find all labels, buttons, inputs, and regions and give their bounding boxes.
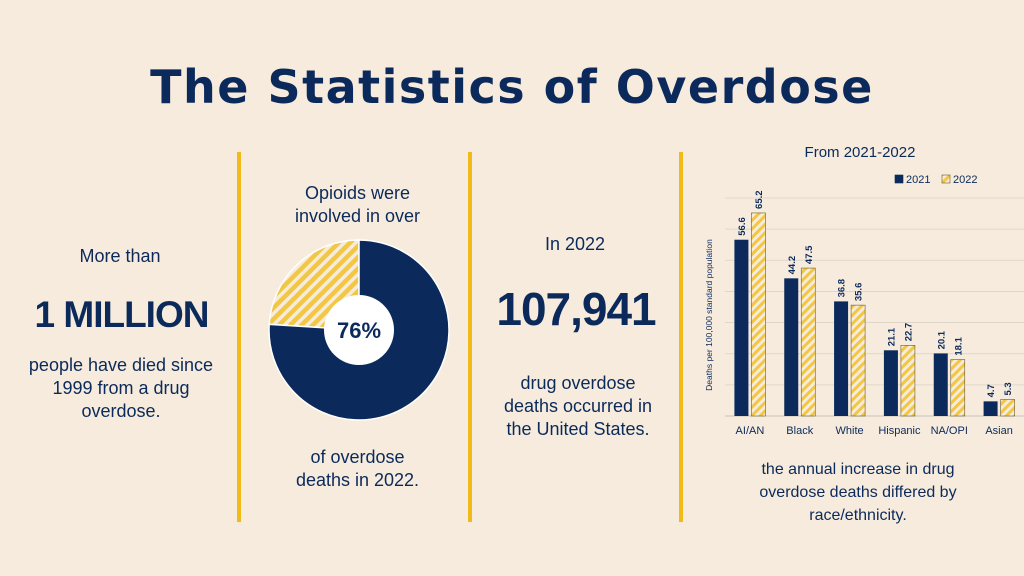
bar-value-label: 20.1	[936, 330, 947, 349]
bar-value-label: 36.8	[837, 279, 848, 298]
page-title: The Statistics of Overdose	[150, 60, 874, 114]
bar-value-label: 18.1	[953, 336, 964, 355]
col3-description: drug overdose deaths occurred in the Uni…	[478, 372, 678, 441]
bar-value-label: 5.3	[1003, 382, 1014, 395]
col1-desc-line: overdose.	[81, 401, 161, 421]
bar-value-label: 22.7	[903, 323, 914, 342]
col2-lead-line: involved in over	[294, 206, 421, 226]
divider-1	[237, 152, 241, 522]
col3-desc-line: deaths occurred in	[503, 396, 653, 416]
col2-desc-line: of overdose	[310, 447, 405, 467]
col1-desc-line: people have died since	[28, 355, 214, 375]
bar-2022	[751, 212, 766, 417]
bar-2021	[933, 353, 948, 416]
bar-value-label: 21.1	[886, 327, 897, 346]
col3-big-number: 107,941	[496, 283, 656, 335]
x-tick-label: Black	[786, 425, 813, 437]
bar-value-label: 35.6	[854, 283, 865, 302]
legend-label: 2022	[953, 174, 977, 186]
bar-2021	[883, 350, 898, 416]
col1-description: people have died since 1999 from a drug …	[10, 354, 232, 423]
bar-chart: Deaths per 100,000 standard population 56…	[704, 174, 1024, 437]
col4-desc-line: overdose deaths differed by	[759, 484, 957, 501]
bar-value-label: 65.2	[754, 190, 765, 209]
col1-big-number: 1 MILLION	[34, 294, 210, 335]
col2-lead-line: Opioids were	[304, 183, 411, 203]
bar-2022	[800, 267, 816, 417]
col1-lead: More than	[79, 246, 161, 266]
col1-desc-line: 1999 from a drug	[52, 378, 190, 398]
x-tick-label: NA/OPI	[931, 425, 968, 437]
bar-2021	[834, 301, 849, 416]
col3-desc-line: the United States.	[506, 419, 650, 439]
chart-subtitle: From 2021-2022	[804, 144, 916, 161]
col2-description: of overdose deaths in 2022.	[250, 446, 465, 492]
legend-swatch	[941, 174, 951, 184]
opioid-pie-chart: 76%	[268, 239, 450, 421]
x-tick-label: Asian	[985, 425, 1013, 437]
bar-2022	[900, 345, 916, 417]
bar-value-label: 4.7	[986, 384, 997, 397]
col3-lead: In 2022	[544, 234, 606, 254]
col3-desc-line: drug overdose	[520, 373, 636, 393]
pie-percent-label: 76%	[337, 318, 381, 343]
divider-2	[468, 152, 472, 522]
x-tick-label: AI/AN	[736, 425, 765, 437]
col2-lead: Opioids were involved in over	[250, 182, 465, 228]
bar-value-label: 56.6	[737, 217, 748, 236]
y-axis-label: Deaths per 100,000 standard population	[704, 239, 714, 391]
col4-description: the annual increase in drug overdose dea…	[728, 458, 988, 527]
col4-desc-line: race/ethnicity.	[809, 507, 907, 524]
legend-label: 2021	[906, 174, 930, 186]
bar-2022	[850, 304, 866, 417]
bar-2022	[950, 359, 966, 417]
legend-swatch	[894, 174, 904, 184]
divider-3	[679, 152, 683, 522]
x-tick-label: Hispanic	[878, 425, 921, 437]
col2-desc-line: deaths in 2022.	[295, 470, 420, 490]
bar-value-label: 47.5	[804, 245, 815, 264]
bar-2021	[784, 278, 799, 416]
pie-center-hole	[324, 295, 394, 365]
bar-value-label: 44.2	[787, 256, 798, 275]
bar-2021	[734, 239, 749, 416]
bar-2022	[1000, 399, 1015, 417]
x-tick-label: White	[836, 425, 864, 437]
bar-2021	[983, 401, 998, 416]
col4-desc-line: the annual increase in drug	[761, 461, 955, 478]
